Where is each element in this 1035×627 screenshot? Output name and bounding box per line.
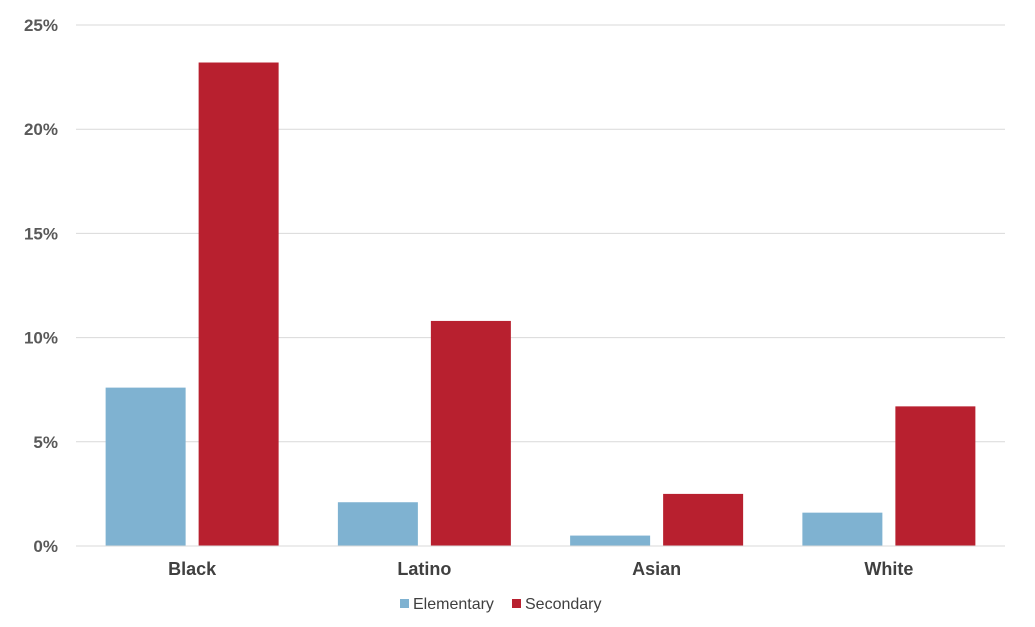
- x-category-label: Latino: [397, 559, 451, 579]
- bar-secondary-white: [895, 406, 976, 546]
- bar-secondary-latino: [430, 320, 511, 546]
- y-tick-label: 20%: [24, 120, 58, 139]
- y-tick-label: 10%: [24, 329, 58, 348]
- y-tick-label: 15%: [24, 224, 58, 243]
- legend-label: Secondary: [525, 596, 602, 613]
- legend: Elementary Secondary: [400, 596, 602, 613]
- legend-label: Elementary: [413, 596, 494, 613]
- bar-elementary-asian: [570, 535, 651, 546]
- y-axis-tick-labels: 0% 5% 10% 15% 20% 25%: [24, 16, 58, 556]
- x-category-label: Asian: [632, 559, 681, 579]
- bar-elementary-latino: [337, 502, 418, 546]
- bar-secondary-asian: [663, 493, 744, 546]
- legend-item-elementary: Elementary: [400, 596, 494, 613]
- y-tick-label: 25%: [24, 16, 58, 35]
- x-category-label: Black: [168, 559, 217, 579]
- bar-elementary-black: [105, 387, 186, 546]
- legend-swatch: [400, 599, 409, 608]
- bars: [105, 62, 976, 547]
- y-tick-label: 0%: [33, 537, 58, 556]
- y-tick-label: 5%: [33, 433, 58, 452]
- x-category-label: White: [864, 559, 913, 579]
- bar-secondary-black: [198, 62, 279, 547]
- legend-swatch: [512, 599, 521, 608]
- legend-item-secondary: Secondary: [512, 596, 602, 613]
- x-axis-category-labels: Black Latino Asian White: [168, 559, 913, 579]
- bar-elementary-white: [802, 512, 883, 546]
